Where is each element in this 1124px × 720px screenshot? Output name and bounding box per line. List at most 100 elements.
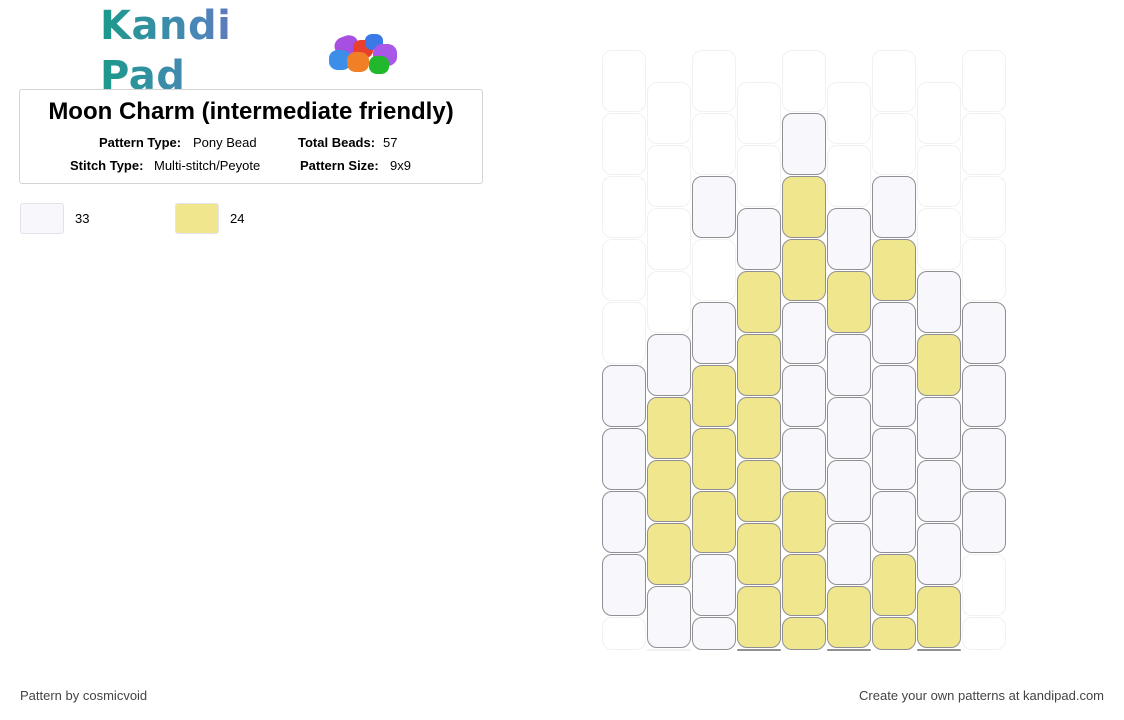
bead-white[interactable]: [827, 396, 871, 459]
bead-white[interactable]: [782, 302, 826, 364]
bead-white[interactable]: [872, 365, 916, 427]
bead-yellow[interactable]: [692, 428, 736, 490]
bead-yellow[interactable]: [782, 617, 826, 650]
bead-empty[interactable]: [647, 648, 691, 651]
bead-white[interactable]: [962, 365, 1006, 427]
bead-yellow[interactable]: [737, 270, 781, 333]
bead-yellow[interactable]: [737, 396, 781, 459]
bead-empty[interactable]: [692, 113, 736, 175]
bead-empty[interactable]: [782, 50, 826, 112]
bead-pile-icon: [328, 26, 405, 76]
bead-white[interactable]: [647, 585, 691, 648]
bead-empty[interactable]: [602, 176, 646, 238]
bead-yellow[interactable]: [647, 522, 691, 585]
bead-empty[interactable]: [737, 144, 781, 207]
stitch-type-label: Stitch Type:: [70, 158, 144, 173]
bead-empty[interactable]: [917, 207, 961, 270]
bead-white[interactable]: [917, 648, 961, 651]
bead-yellow[interactable]: [917, 585, 961, 648]
bead-empty[interactable]: [962, 113, 1006, 175]
bead-white[interactable]: [692, 617, 736, 650]
bead-empty[interactable]: [602, 302, 646, 364]
bead-yellow[interactable]: [782, 176, 826, 238]
bead-yellow[interactable]: [782, 491, 826, 553]
kandipad-logo[interactable]: Kandi Pad: [100, 3, 405, 99]
bead-empty[interactable]: [602, 50, 646, 112]
bead-yellow[interactable]: [692, 491, 736, 553]
bead-white[interactable]: [917, 396, 961, 459]
bead-yellow[interactable]: [872, 617, 916, 650]
bead-yellow[interactable]: [692, 365, 736, 427]
bead-white[interactable]: [782, 428, 826, 490]
bead-white[interactable]: [962, 302, 1006, 364]
bead-white[interactable]: [827, 648, 871, 651]
bead-white[interactable]: [602, 365, 646, 427]
bead-empty[interactable]: [962, 50, 1006, 112]
bead-empty[interactable]: [917, 144, 961, 207]
bead-yellow[interactable]: [872, 554, 916, 616]
bead-white[interactable]: [827, 207, 871, 270]
bead-empty[interactable]: [647, 270, 691, 333]
kandipad-promo-link[interactable]: Create your own patterns at kandipad.com: [859, 688, 1104, 703]
bead-yellow[interactable]: [782, 554, 826, 616]
bead-empty[interactable]: [602, 617, 646, 650]
bead-yellow[interactable]: [737, 459, 781, 522]
bead-white[interactable]: [917, 522, 961, 585]
bead-yellow[interactable]: [917, 333, 961, 396]
bead-empty[interactable]: [827, 81, 871, 144]
bead-white[interactable]: [962, 491, 1006, 553]
bead-white[interactable]: [827, 522, 871, 585]
bead-white[interactable]: [872, 302, 916, 364]
bead-empty[interactable]: [692, 50, 736, 112]
bead-yellow[interactable]: [737, 522, 781, 585]
bead-white[interactable]: [782, 113, 826, 175]
bead-yellow[interactable]: [782, 239, 826, 301]
bead-yellow[interactable]: [737, 585, 781, 648]
bead-empty[interactable]: [872, 50, 916, 112]
pattern-title: Moon Charm (intermediate friendly): [48, 98, 454, 125]
bead-yellow[interactable]: [827, 270, 871, 333]
bead-empty[interactable]: [647, 144, 691, 207]
bead-empty[interactable]: [737, 81, 781, 144]
bead-white[interactable]: [602, 428, 646, 490]
bead-white[interactable]: [782, 365, 826, 427]
bead-white[interactable]: [692, 302, 736, 364]
bead-white[interactable]: [872, 428, 916, 490]
bead-white[interactable]: [737, 207, 781, 270]
bead-empty[interactable]: [917, 81, 961, 144]
bead-empty[interactable]: [872, 113, 916, 175]
bead-white[interactable]: [917, 459, 961, 522]
legend-swatch-white: [20, 203, 64, 234]
bead-white[interactable]: [602, 491, 646, 553]
bead-empty[interactable]: [647, 207, 691, 270]
bead-yellow[interactable]: [647, 459, 691, 522]
bead-empty[interactable]: [692, 239, 736, 301]
bead-white[interactable]: [872, 491, 916, 553]
bead-white[interactable]: [602, 554, 646, 616]
bead-empty[interactable]: [602, 239, 646, 301]
bead-yellow[interactable]: [827, 585, 871, 648]
bead-empty[interactable]: [827, 144, 871, 207]
bead-empty[interactable]: [602, 113, 646, 175]
bead-white[interactable]: [827, 333, 871, 396]
pattern-type-label: Pattern Type:: [99, 135, 182, 150]
bead-white[interactable]: [827, 459, 871, 522]
bead-yellow[interactable]: [872, 239, 916, 301]
bead-white[interactable]: [647, 333, 691, 396]
bead-yellow[interactable]: [737, 648, 781, 651]
bead-white[interactable]: [917, 270, 961, 333]
bead-empty[interactable]: [647, 81, 691, 144]
bead-white[interactable]: [872, 176, 916, 238]
bead-empty[interactable]: [962, 176, 1006, 238]
bead-yellow[interactable]: [737, 333, 781, 396]
bead-white[interactable]: [962, 428, 1006, 490]
bead-white[interactable]: [692, 554, 736, 616]
bead-empty[interactable]: [962, 554, 1006, 616]
total-beads-value: 57: [383, 135, 398, 150]
bead-empty[interactable]: [962, 239, 1006, 301]
bead-yellow[interactable]: [647, 396, 691, 459]
bead-empty[interactable]: [962, 617, 1006, 650]
pattern-size-label: Pattern Size:: [300, 158, 379, 173]
stitch-type-value: Multi-stitch/Peyote: [154, 158, 261, 173]
bead-white[interactable]: [692, 176, 736, 238]
